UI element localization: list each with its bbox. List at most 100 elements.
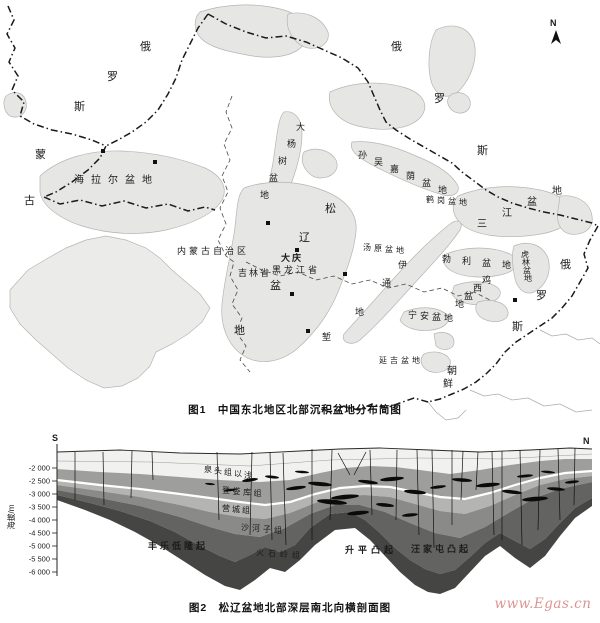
- formation-label-quantou: 组: [224, 467, 232, 477]
- fault-line: [353, 451, 367, 476]
- basin-label-dayangshu: 杨: [287, 138, 296, 149]
- basin-label-yanji: 地: [412, 355, 420, 365]
- basin-label-jixi: 鸡: [482, 274, 491, 285]
- fault-line: [431, 449, 435, 549]
- sill-lens: [224, 488, 236, 492]
- sill-lens: [376, 502, 394, 508]
- formation-label-huoshiling: 组: [292, 550, 300, 560]
- sill-lens: [476, 482, 500, 488]
- basin-label-ningan: 宁: [408, 309, 417, 320]
- basin-label-songliao: 松: [325, 201, 336, 215]
- city-label-daqing: 大: [281, 252, 290, 263]
- province-label-heilongjiang: 龙: [284, 264, 293, 275]
- basin-label-hailar: 盆: [125, 173, 135, 186]
- y-axis-tick-label: -4 000: [29, 516, 50, 525]
- border-amur-east: [207, 13, 599, 227]
- basin-label-jixi: 西: [473, 283, 482, 293]
- fault-line: [337, 452, 351, 476]
- city-label-daqing: 庆: [291, 252, 301, 263]
- border-korea: [317, 397, 429, 413]
- city-marker: [306, 329, 310, 333]
- basin-shape-russia-north-lobe: [286, 12, 329, 49]
- layer-yingcheng: [57, 471, 592, 519]
- section-south-label: S: [52, 433, 58, 443]
- region-label-inner-mongolia: 自: [213, 245, 222, 256]
- province-label-jilin: 林: [249, 267, 258, 278]
- formation-label-denglouku: 库: [243, 487, 251, 497]
- formation-label-denglouku: 登: [222, 485, 230, 495]
- basin-label-sanjiang: 盆: [527, 195, 537, 208]
- fault-line: [475, 451, 479, 491]
- fault-line: [519, 449, 523, 546]
- formation-label-quantou: 头: [214, 466, 222, 476]
- sill-lens: [517, 474, 533, 478]
- basin-label-yanji: 延: [379, 355, 387, 365]
- y-axis-tick-label: -6 000: [29, 568, 50, 577]
- white-marker-horizon: [56, 469, 593, 507]
- basin-label-ningan: 盆: [432, 311, 441, 322]
- uplift-label-fengle: 起: [195, 540, 206, 551]
- compass: N: [550, 18, 561, 44]
- basin-label-sanjiang: 三: [477, 219, 487, 230]
- basin-label-hailar: 拉: [91, 173, 101, 186]
- layer-basement: [57, 495, 592, 594]
- layer-quantou-and-above: [57, 448, 592, 482]
- region-label-inner-mongolia: 治: [225, 245, 234, 256]
- basin-shape-sunwu-jiayin: [350, 141, 459, 196]
- layer-huoshiling: [57, 482, 592, 574]
- basin-label-sunwu-jiayin: 吴: [374, 157, 383, 167]
- province-label-heilongjiang: 江: [296, 265, 305, 275]
- province-label-heilongjiang: 黑: [272, 265, 281, 275]
- basin-shape-hailar: [39, 150, 225, 234]
- border-amur-west: [105, 13, 209, 147]
- coastline-russia-2: [469, 389, 593, 413]
- basin-label-songliao: 辽: [299, 231, 310, 244]
- basin-label-tangyuan: 盆: [385, 244, 393, 254]
- land-southwest-mass: [9, 235, 211, 389]
- formation-label-yingcheng: 城: [232, 505, 240, 514]
- coastline-russia-1: [539, 329, 600, 345]
- fault-line: [557, 448, 561, 521]
- national-border: [6, 5, 599, 413]
- compass-n-label: N: [550, 18, 557, 28]
- section-formation-labels: 泉头组以浅登娄库组营城组沙河子组火石岭组: [204, 464, 300, 560]
- graben-label-yitong: 地: [355, 306, 364, 317]
- country-label-russia-e: 斯: [512, 320, 523, 333]
- basin-label-sunwu-jiayin: 嘉: [390, 163, 399, 174]
- basin-label-sunwu-jiayin: 孙: [358, 149, 367, 160]
- layer-denglouku: [57, 459, 592, 505]
- city-marker: [101, 149, 105, 153]
- north-arrow-icon: [551, 30, 561, 44]
- basin-label-tangyuan: 汤: [363, 243, 371, 252]
- border-jilin-heilongjiang: [245, 261, 491, 301]
- graben-label-yitong: 堑: [322, 331, 331, 342]
- basin-label-ningan: 地: [444, 312, 453, 323]
- country-label-mongolia: 古: [24, 194, 35, 207]
- basin-label-sunwu-jiayin: 地: [438, 184, 447, 195]
- basin-label-ningan: 安: [420, 310, 429, 321]
- formation-label-yingcheng: 营: [222, 503, 230, 513]
- basin-label-hailar: 尔: [108, 173, 118, 186]
- sill-lens: [430, 485, 446, 489]
- basin-shape-yanji: [420, 351, 451, 373]
- region-label-inner-mongolia: 古: [201, 245, 210, 256]
- basin-shape-russia-north: [194, 4, 308, 58]
- y-axis-tick-label: -3 500: [29, 503, 50, 512]
- city-marker: [295, 248, 299, 252]
- basin-shape-yitong-graben: [342, 220, 462, 344]
- region-label-inner-mongolia: 内: [177, 245, 186, 256]
- country-label-russia-n: 罗: [434, 92, 445, 105]
- country-label-mongolia: 蒙: [35, 148, 46, 161]
- uplift-label-shengping: 平: [358, 545, 367, 555]
- fault-line: [282, 452, 287, 546]
- region-label-inner-mongolia: 区: [237, 246, 246, 256]
- border-inner-mongolia-heilongjiang: [217, 95, 251, 373]
- basin-shape-sunwu-west: [301, 148, 338, 179]
- sill-lens: [522, 496, 548, 502]
- basin-label-sunwu-jiayin: 荫: [406, 170, 415, 181]
- sill-lens: [404, 489, 426, 495]
- y-axis-tick-label: -2 500: [29, 477, 50, 486]
- graben-label-yitong: 伊: [398, 259, 407, 270]
- land-shapes: [9, 235, 211, 389]
